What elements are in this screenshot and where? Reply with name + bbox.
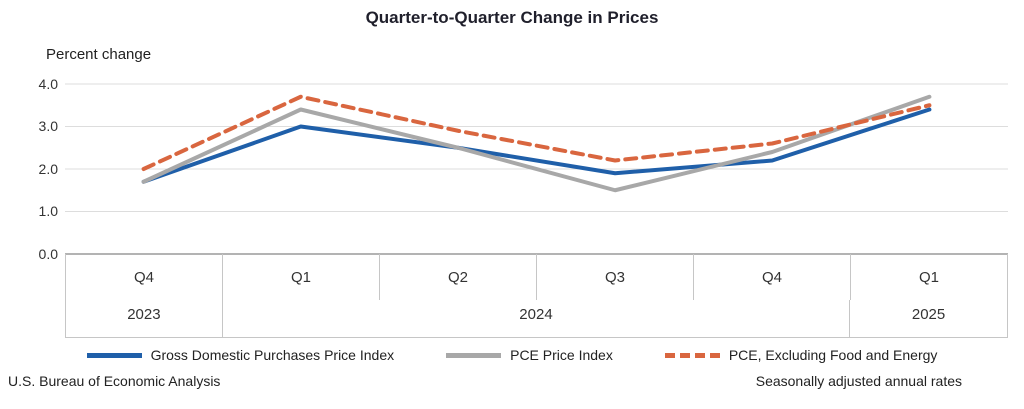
y-tick-label: 2.0 (38, 161, 58, 177)
year-label: 2023 (66, 300, 223, 337)
y-tick-label: 0.0 (38, 246, 58, 262)
chart-legend: Gross Domestic Purchases Price Index PCE… (0, 347, 1024, 363)
legend-item: PCE Price Index (446, 347, 613, 363)
y-tick-label: 3.0 (38, 118, 58, 134)
x-tick-label: Q2 (380, 254, 537, 300)
y-axis-unit-label: Percent change (46, 46, 152, 63)
x-tick-label: Q1 (223, 254, 380, 300)
source-attribution: U.S. Bureau of Economic Analysis (8, 373, 221, 389)
adjustment-note: Seasonally adjusted annual rates (755, 373, 962, 389)
series-line-gross-domestic-purchases-price-index (141, 107, 932, 184)
legend-dashed-swatch-icon (664, 352, 720, 358)
year-label: 2025 (911, 306, 946, 323)
x-axis-table: Q4 Q1 Q2 Q3 Q4 Q1 2023 2024 2025 (65, 254, 1008, 338)
legend-line-swatch-icon (86, 352, 142, 358)
legend-label: PCE Price Index (510, 347, 613, 363)
x-tick-label: Q4 (66, 254, 223, 300)
x-tick-label: Q3 (537, 254, 694, 300)
legend-line-swatch-icon (446, 352, 502, 358)
x-tick-label: Q1 (918, 268, 939, 286)
x-tick-label: Q4 (694, 254, 851, 300)
y-tick-label: 1.0 (38, 203, 58, 219)
series-line-pce-price-index (141, 94, 932, 193)
year-label: 2024 (223, 300, 851, 337)
y-tick-label: 4.0 (38, 76, 58, 92)
legend-item: PCE, Excluding Food and Energy (664, 347, 938, 363)
quarter-row: Q4 Q1 Q2 Q3 Q4 Q1 (66, 254, 1007, 300)
legend-label: Gross Domestic Purchases Price Index (150, 347, 395, 363)
year-row: 2023 2024 2025 (66, 300, 1007, 337)
series-line-pce-excluding-food-and-energy (141, 94, 932, 171)
legend-item: Gross Domestic Purchases Price Index (86, 347, 395, 363)
legend-label: PCE, Excluding Food and Energy (728, 347, 938, 363)
chart-title: Quarter-to-Quarter Change in Prices (365, 8, 659, 27)
